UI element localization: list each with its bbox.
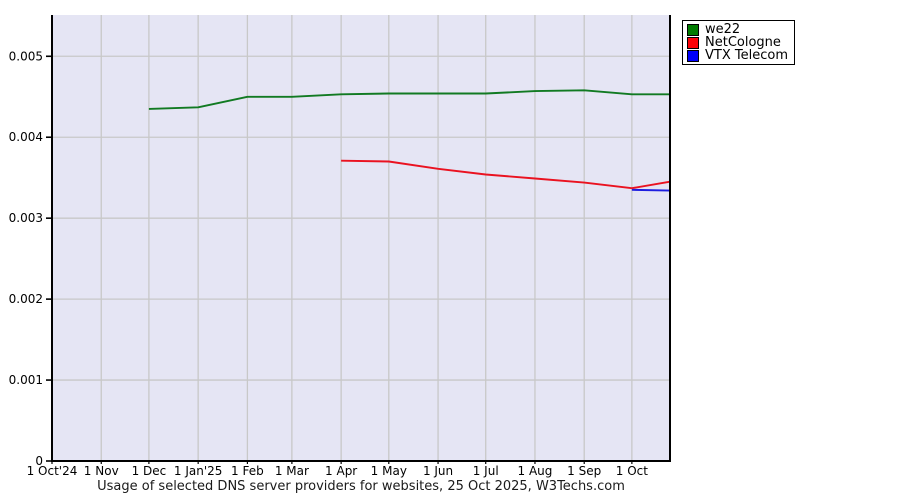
x-tick-label: 1 Jul [473,464,499,478]
legend: we22 NetCologne VTX Telecom [682,20,795,65]
x-tick-label: 1 Jun [423,464,453,478]
x-tick-label: 1 Mar [275,464,309,478]
legend-swatch-we22 [687,23,699,36]
y-tick-label: 0.005 [9,49,43,63]
legend-item-vtx-telecom: VTX Telecom [687,49,788,62]
legend-label: NetCologne [705,35,781,50]
y-tick-label: 0.002 [9,292,43,306]
x-tick-label: 1 Jan'25 [174,464,223,478]
x-tick-label: 1 Nov [84,464,119,478]
y-tick-label: 0.001 [9,373,43,387]
legend-swatch-netcologne [687,36,699,49]
legend-swatch-vtx-telecom [687,49,699,62]
plot-area [52,15,670,461]
chart-title: Usage of selected DNS server providers f… [97,479,625,494]
legend-label: VTX Telecom [705,48,788,63]
series-line-we22 [148,89,670,110]
x-tick-label: 1 Dec [132,464,167,478]
series-line-vtx-telecom [631,188,671,192]
x-tick-label: 1 Feb [231,464,264,478]
y-tick-label: 0.003 [9,211,43,225]
x-tick-label: 1 Sep [567,464,601,478]
x-tick-label: 1 Oct [616,464,648,478]
x-tick-label: 1 Apr [325,464,357,478]
y-tick-label: 0 [35,454,43,468]
x-tick-label: 1 Oct'24 [27,464,78,478]
y-tick-label: 0.004 [9,130,43,144]
legend-label: we22 [705,22,741,37]
series-line-netcologne [341,159,671,190]
legend-item-we22: we22 [687,23,788,36]
legend-item-netcologne: NetCologne [687,36,788,49]
x-tick-label: 1 May [371,464,407,478]
x-tick-label: 1 Aug [518,464,553,478]
